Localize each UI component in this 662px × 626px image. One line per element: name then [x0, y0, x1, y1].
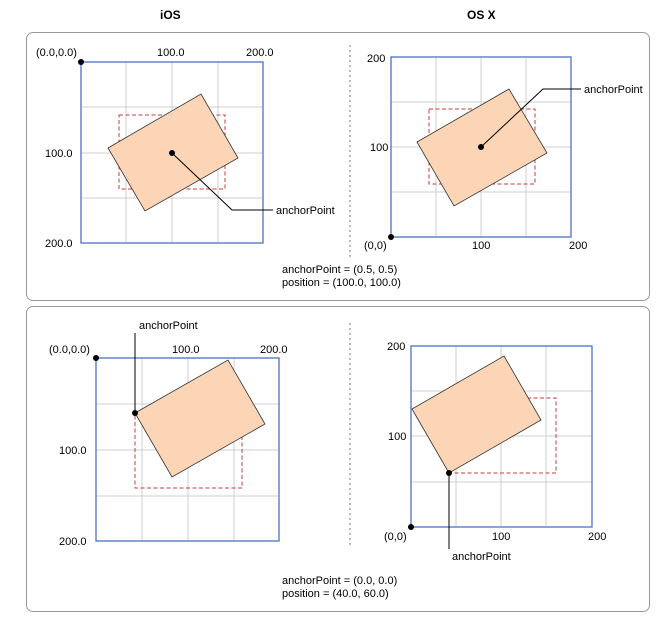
osx-y-mid-label: 100	[370, 142, 388, 154]
osx-x-mid-label: 100	[472, 240, 490, 252]
ios-origin-label: (0.0,0.0)	[49, 344, 90, 356]
anchor-point-value: anchorPoint = (0.5, 0.5)	[282, 264, 398, 276]
ios-layer	[134, 359, 266, 478]
ios-column-header: iOS	[160, 8, 181, 22]
ios-frame	[95, 357, 280, 542]
osx-origin-label: (0,0)	[384, 531, 407, 543]
ios-y-end-label: 200.0	[59, 536, 87, 548]
ios-y-tick-label: 100.0	[59, 445, 87, 457]
osx-column-header: OS X	[467, 8, 496, 22]
ios-x-tick-label: 100.0	[157, 47, 185, 59]
osx-x-end-label: 200	[569, 240, 587, 252]
panel-origin-anchor: anchorPoint (0.0,0.0) 100.0 200.0 100.0 …	[26, 306, 650, 612]
ios-y-tick-label: 100.0	[45, 148, 73, 160]
osx-y-mid-label: 100	[388, 431, 406, 443]
panel-2-caption: anchorPoint = (0.0, 0.0) position = (40.…	[282, 575, 397, 601]
panel-1-canvas: (0.0,0.0) 100.0 200.0 100.0 200.0 anchor…	[36, 45, 643, 257]
ios-graph: (0.0,0.0) 100.0 200.0 100.0 200.0 anchor…	[36, 47, 335, 250]
osx-x-mid-label: 100	[492, 531, 510, 543]
ios-frame	[80, 61, 264, 244]
osx-layer	[411, 355, 542, 474]
position-value: position = (100.0, 100.0)	[282, 277, 401, 289]
osx-frame	[390, 56, 572, 238]
anchor-point-value: anchorPoint = (0.0, 0.0)	[282, 575, 398, 587]
osx-callout-line	[480, 88, 581, 148]
osx-graph: 200 100 (0,0) 100 200 anchorPoint	[384, 341, 606, 563]
ios-origin-dot	[78, 59, 84, 65]
osx-graph: 200 100 (0,0) 100 200 anchorPoint	[364, 53, 643, 252]
ios-callout-line	[171, 152, 273, 211]
ios-origin-dot	[93, 355, 99, 361]
osx-x-end-label: 200	[588, 531, 606, 543]
osx-callout-label: anchorPoint	[452, 551, 511, 563]
ios-x-end-label: 200.0	[246, 47, 274, 59]
panel-1-caption: anchorPoint = (0.5, 0.5) position = (100…	[282, 264, 401, 290]
panel-2-canvas: anchorPoint (0.0,0.0) 100.0 200.0 100.0 …	[49, 320, 606, 563]
osx-frame	[410, 345, 593, 528]
ios-origin-label: (0.0,0.0)	[36, 47, 77, 59]
osx-callout-label: anchorPoint	[584, 84, 643, 96]
ios-callout-label: anchorPoint	[139, 320, 198, 332]
osx-y-top-label: 200	[387, 341, 405, 353]
ios-x-end-label: 200.0	[260, 344, 288, 356]
osx-origin-label: (0,0)	[364, 240, 387, 252]
position-value: position = (40.0, 60.0)	[282, 588, 389, 600]
ios-graph: anchorPoint (0.0,0.0) 100.0 200.0 100.0 …	[49, 320, 288, 548]
ios-x-tick-label: 100.0	[172, 344, 200, 356]
ios-y-end-label: 200.0	[45, 238, 73, 250]
osx-origin-dot	[388, 234, 394, 240]
ios-callout-label: anchorPoint	[276, 205, 335, 217]
panel-center-anchor: (0.0,0.0) 100.0 200.0 100.0 200.0 anchor…	[26, 32, 650, 301]
osx-y-top-label: 200	[367, 53, 385, 65]
osx-origin-dot	[408, 524, 414, 530]
